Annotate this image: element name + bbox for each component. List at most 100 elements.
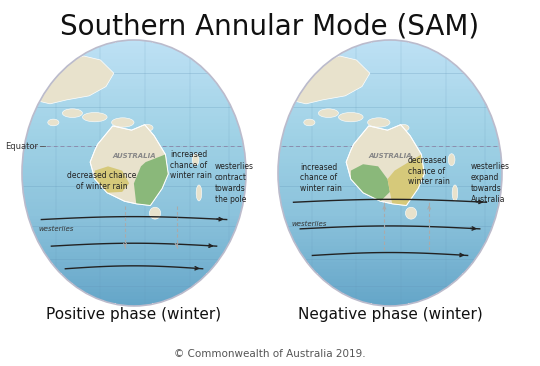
FancyBboxPatch shape — [31, 223, 237, 227]
Ellipse shape — [304, 119, 315, 126]
FancyBboxPatch shape — [42, 96, 227, 100]
FancyBboxPatch shape — [30, 123, 238, 127]
FancyBboxPatch shape — [22, 169, 246, 173]
FancyBboxPatch shape — [351, 46, 429, 51]
FancyBboxPatch shape — [23, 193, 245, 197]
FancyBboxPatch shape — [279, 186, 501, 190]
FancyBboxPatch shape — [26, 209, 241, 213]
FancyBboxPatch shape — [281, 143, 500, 147]
FancyBboxPatch shape — [25, 139, 243, 143]
FancyBboxPatch shape — [373, 302, 408, 306]
FancyBboxPatch shape — [278, 172, 502, 177]
Polygon shape — [351, 164, 390, 201]
Text: Negative phase (winter): Negative phase (winter) — [298, 306, 482, 321]
FancyBboxPatch shape — [35, 232, 233, 237]
FancyBboxPatch shape — [281, 202, 499, 207]
FancyBboxPatch shape — [65, 276, 203, 280]
Text: increased
chance of
winter rain: increased chance of winter rain — [300, 163, 342, 193]
FancyBboxPatch shape — [58, 73, 210, 77]
FancyBboxPatch shape — [43, 93, 225, 97]
FancyBboxPatch shape — [24, 146, 244, 150]
FancyBboxPatch shape — [280, 193, 501, 197]
Text: decreased
chance of
winter rain: decreased chance of winter rain — [408, 156, 450, 186]
FancyBboxPatch shape — [289, 113, 491, 117]
Text: westerlies
contract
towards
the pole: westerlies contract towards the pole — [214, 163, 254, 203]
FancyBboxPatch shape — [58, 269, 210, 273]
FancyBboxPatch shape — [321, 66, 459, 70]
FancyBboxPatch shape — [288, 116, 492, 120]
FancyBboxPatch shape — [360, 299, 420, 303]
Text: AUSTRALIA: AUSTRALIA — [112, 153, 156, 159]
FancyBboxPatch shape — [287, 119, 493, 124]
FancyBboxPatch shape — [23, 159, 246, 164]
FancyBboxPatch shape — [22, 163, 246, 167]
FancyBboxPatch shape — [22, 166, 246, 170]
FancyBboxPatch shape — [280, 149, 501, 154]
Ellipse shape — [112, 118, 134, 127]
FancyBboxPatch shape — [36, 106, 232, 110]
FancyBboxPatch shape — [282, 136, 498, 140]
FancyBboxPatch shape — [295, 242, 484, 247]
FancyBboxPatch shape — [303, 86, 476, 90]
FancyBboxPatch shape — [45, 252, 222, 257]
FancyBboxPatch shape — [39, 99, 228, 104]
Ellipse shape — [142, 124, 153, 131]
FancyBboxPatch shape — [301, 89, 478, 94]
FancyBboxPatch shape — [73, 59, 195, 64]
FancyBboxPatch shape — [23, 186, 245, 190]
FancyBboxPatch shape — [62, 70, 206, 74]
FancyBboxPatch shape — [344, 292, 436, 296]
FancyBboxPatch shape — [325, 279, 455, 283]
FancyBboxPatch shape — [339, 289, 442, 293]
Ellipse shape — [452, 185, 458, 201]
FancyBboxPatch shape — [283, 132, 497, 137]
Polygon shape — [346, 125, 424, 205]
FancyBboxPatch shape — [306, 259, 474, 263]
FancyBboxPatch shape — [351, 295, 429, 300]
FancyBboxPatch shape — [38, 239, 230, 243]
FancyBboxPatch shape — [281, 199, 500, 203]
FancyBboxPatch shape — [278, 176, 502, 180]
FancyBboxPatch shape — [278, 169, 502, 173]
FancyBboxPatch shape — [39, 242, 228, 247]
FancyBboxPatch shape — [43, 249, 225, 253]
FancyBboxPatch shape — [294, 103, 486, 107]
FancyBboxPatch shape — [88, 49, 180, 54]
FancyBboxPatch shape — [28, 212, 240, 217]
FancyBboxPatch shape — [33, 113, 235, 117]
Ellipse shape — [339, 112, 363, 122]
FancyBboxPatch shape — [279, 159, 502, 164]
FancyBboxPatch shape — [26, 206, 242, 210]
FancyBboxPatch shape — [299, 93, 481, 97]
Ellipse shape — [318, 109, 339, 117]
FancyBboxPatch shape — [23, 183, 246, 187]
FancyBboxPatch shape — [292, 106, 488, 110]
FancyBboxPatch shape — [339, 53, 442, 57]
FancyBboxPatch shape — [287, 223, 493, 227]
Ellipse shape — [48, 119, 59, 126]
FancyBboxPatch shape — [50, 259, 218, 263]
FancyBboxPatch shape — [69, 279, 199, 283]
FancyBboxPatch shape — [23, 156, 245, 160]
FancyBboxPatch shape — [95, 295, 173, 300]
Ellipse shape — [196, 185, 202, 201]
FancyBboxPatch shape — [53, 79, 215, 84]
FancyBboxPatch shape — [279, 153, 501, 157]
FancyBboxPatch shape — [344, 49, 436, 54]
FancyBboxPatch shape — [88, 292, 180, 296]
FancyBboxPatch shape — [24, 196, 244, 200]
FancyBboxPatch shape — [333, 285, 447, 290]
FancyBboxPatch shape — [286, 219, 495, 223]
FancyBboxPatch shape — [116, 40, 152, 44]
FancyBboxPatch shape — [314, 269, 465, 273]
FancyBboxPatch shape — [288, 226, 492, 230]
Polygon shape — [95, 167, 129, 193]
FancyBboxPatch shape — [23, 153, 245, 157]
FancyBboxPatch shape — [77, 56, 191, 60]
FancyBboxPatch shape — [301, 252, 478, 257]
FancyBboxPatch shape — [298, 246, 483, 250]
FancyBboxPatch shape — [65, 66, 203, 70]
FancyBboxPatch shape — [32, 226, 236, 230]
FancyBboxPatch shape — [24, 143, 244, 147]
FancyBboxPatch shape — [294, 239, 486, 243]
